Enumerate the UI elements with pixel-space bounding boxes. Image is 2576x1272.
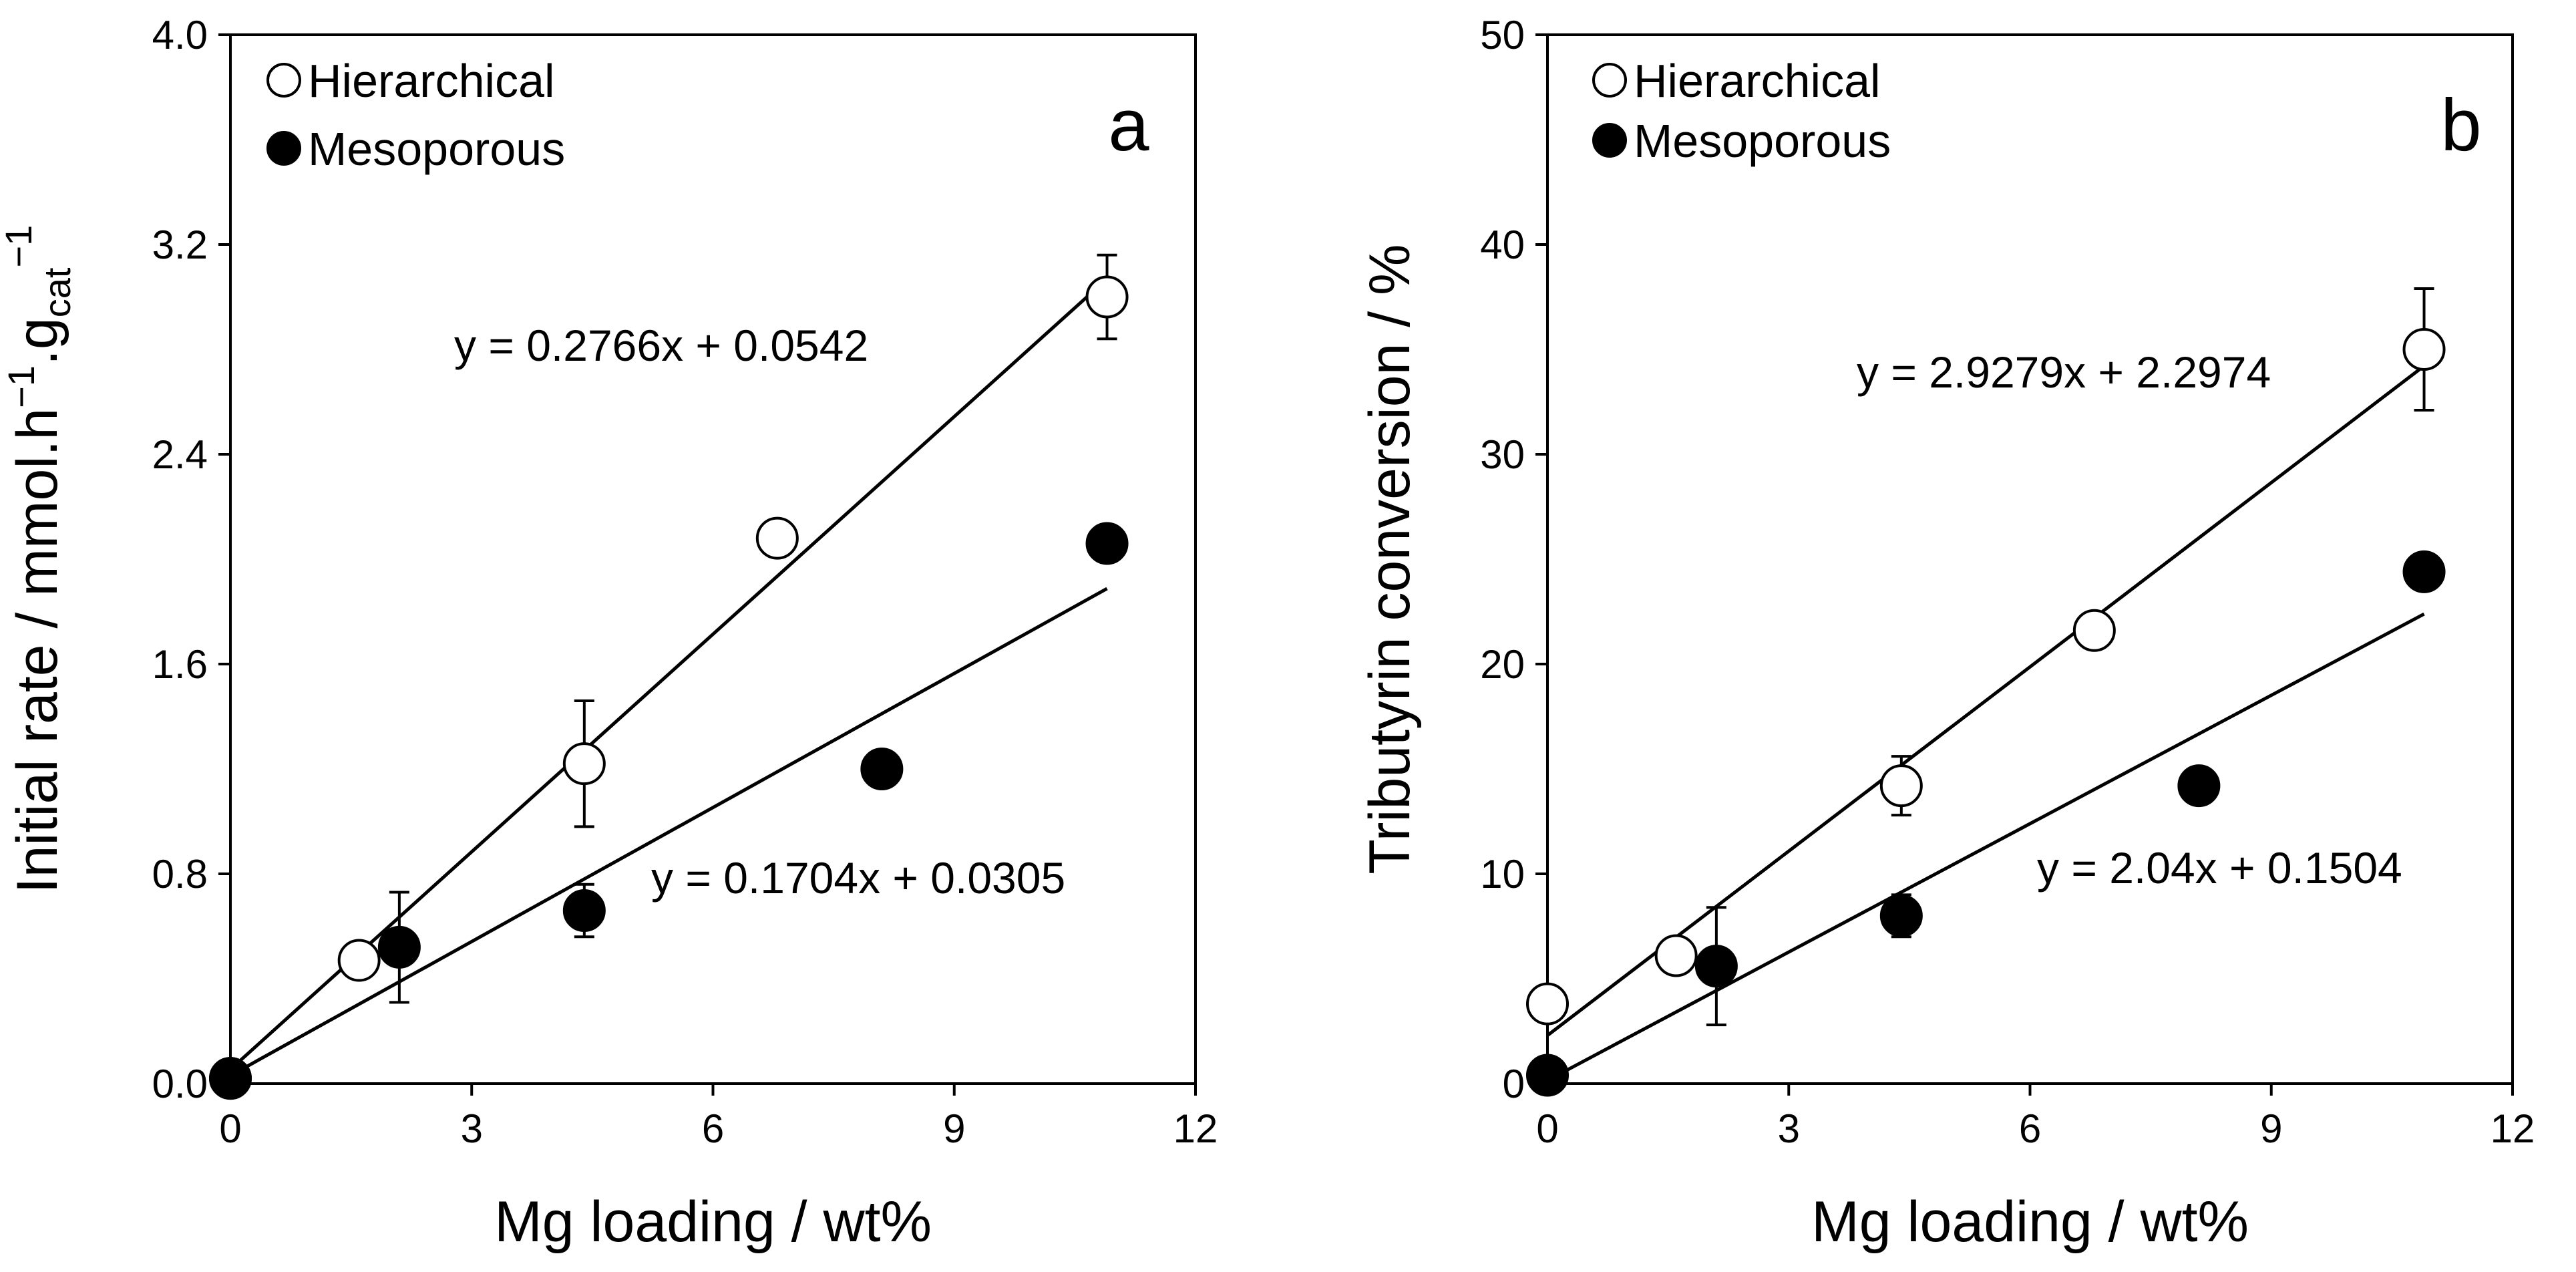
- legend: Hierarchical Mesoporous: [266, 55, 565, 175]
- data-point-mesoporous: [562, 889, 606, 932]
- data-point-mesoporous: [1526, 1054, 1569, 1097]
- trendline-equation: y = 2.9279x + 2.2974: [1857, 347, 2271, 397]
- x-tick-label: 0: [1536, 1106, 1558, 1151]
- legend: Hierarchical Mesoporous: [1592, 55, 1891, 167]
- trendline-hierarchical: [229, 277, 1109, 1071]
- x-axis-title: Mg loading / wt%: [1811, 1190, 2249, 1254]
- series-mesoporous: y = 2.04x + 0.1504: [1526, 550, 2446, 1097]
- y-axis-title-base: Initial rate / mmol.h: [5, 408, 69, 893]
- series-hierarchical: y = 0.2766x + 0.0542: [209, 253, 1129, 1100]
- x-tick-label: 12: [1173, 1106, 1218, 1151]
- data-point-hierarchical: [337, 939, 381, 982]
- y-tick-label: 0.8: [152, 852, 208, 897]
- trendline-mesoporous: [229, 587, 1108, 1078]
- series-mesoporous: y = 0.1704x + 0.0305: [209, 522, 1129, 1100]
- y-tick-label: 20: [1480, 642, 1525, 687]
- data-point-hierarchical: [1654, 934, 1698, 977]
- y-tick-label: 10: [1480, 852, 1525, 897]
- data-point-mesoporous: [377, 925, 421, 969]
- legend-label: Hierarchical: [308, 55, 555, 107]
- y-axis-title-subscript: cat: [36, 267, 78, 317]
- legend-marker: [1592, 63, 1627, 98]
- data-point-mesoporous: [209, 1057, 252, 1100]
- y-tick-label: 4.0: [152, 13, 208, 57]
- trendline-equation: y = 0.1704x + 0.0305: [651, 853, 1065, 903]
- series-hierarchical: y = 2.9279x + 2.2974: [1526, 287, 2446, 1037]
- x-tick-label: 0: [219, 1106, 241, 1151]
- chart-panel-b: 0 3 6 9 12 0 10 20 30 40 50 Mg loading / wt% Tributy…: [1358, 13, 2535, 1254]
- y-tick-label: 30: [1480, 432, 1525, 477]
- data-point-mesoporous: [860, 748, 904, 790]
- legend-label: Mesoporous: [308, 123, 565, 175]
- y-tick-label: 40: [1480, 222, 1525, 267]
- y-axis-title-base: Tributyrin conversion / %: [1358, 244, 1422, 874]
- data-point-mesoporous: [2402, 550, 2446, 593]
- x-tick-label: 3: [1778, 1106, 1800, 1151]
- y-tick-label: 0: [1503, 1062, 1525, 1106]
- trendline-equation: y = 0.2766x + 0.0542: [454, 321, 868, 370]
- data-point-mesoporous: [1085, 522, 1129, 565]
- legend-marker: [266, 131, 301, 166]
- data-point-hierarchical: [2072, 609, 2116, 652]
- data-point-hierarchical: [1526, 982, 1569, 1025]
- data-point-mesoporous: [1694, 945, 1738, 988]
- y-axis-title-superscript: −1: [0, 365, 42, 408]
- data-point-mesoporous: [1879, 894, 1923, 937]
- y-tick-label: 50: [1480, 13, 1525, 57]
- data-point-hierarchical: [755, 516, 799, 560]
- y-axis-title-mid: .g: [5, 317, 69, 365]
- y-axis-title: Initial rate / mmol.h−1.gcat−1: [0, 225, 78, 894]
- panel-label: b: [2440, 84, 2481, 166]
- x-axis-title: Mg loading / wt%: [494, 1190, 932, 1254]
- data-point-hierarchical: [562, 742, 606, 786]
- y-tick-label: 2.4: [152, 432, 208, 477]
- panel-label: a: [1108, 84, 1149, 166]
- x-tick-label: 6: [702, 1106, 724, 1151]
- x-tick-label: 9: [943, 1106, 965, 1151]
- data-point-hierarchical: [1085, 275, 1129, 319]
- y-axis-title: Tributyrin conversion / %: [1358, 244, 1422, 874]
- x-tick-label: 9: [2260, 1106, 2282, 1151]
- y-axis-title-superscript: −1: [0, 225, 39, 268]
- chart-panel-a: 0 3 6 9 12 0.0 0.8 1.6 2.4 3.2 4.0 Mg loading / wt%…: [0, 13, 1218, 1254]
- x-tick-label: 3: [461, 1106, 483, 1151]
- x-tick-label: 6: [2019, 1106, 2041, 1151]
- legend-label: Hierarchical: [1634, 55, 1881, 107]
- legend-marker: [1592, 123, 1627, 158]
- trendline-hierarchical: [1546, 364, 2426, 1037]
- data-point-hierarchical: [1879, 764, 1923, 808]
- trendline-mesoporous: [1546, 612, 2425, 1082]
- legend-label: Mesoporous: [1634, 115, 1891, 167]
- y-tick-label: 1.6: [152, 642, 208, 687]
- data-point-mesoporous: [2177, 764, 2221, 808]
- plot-frame: [229, 33, 1197, 1085]
- y-tick-label: 0.0: [152, 1062, 208, 1106]
- legend-marker: [266, 63, 301, 98]
- y-tick-label: 3.2: [152, 222, 208, 267]
- data-point-hierarchical: [2402, 328, 2446, 371]
- x-tick-label: 12: [2491, 1106, 2535, 1151]
- trendline-equation: y = 2.04x + 0.1504: [2037, 843, 2402, 893]
